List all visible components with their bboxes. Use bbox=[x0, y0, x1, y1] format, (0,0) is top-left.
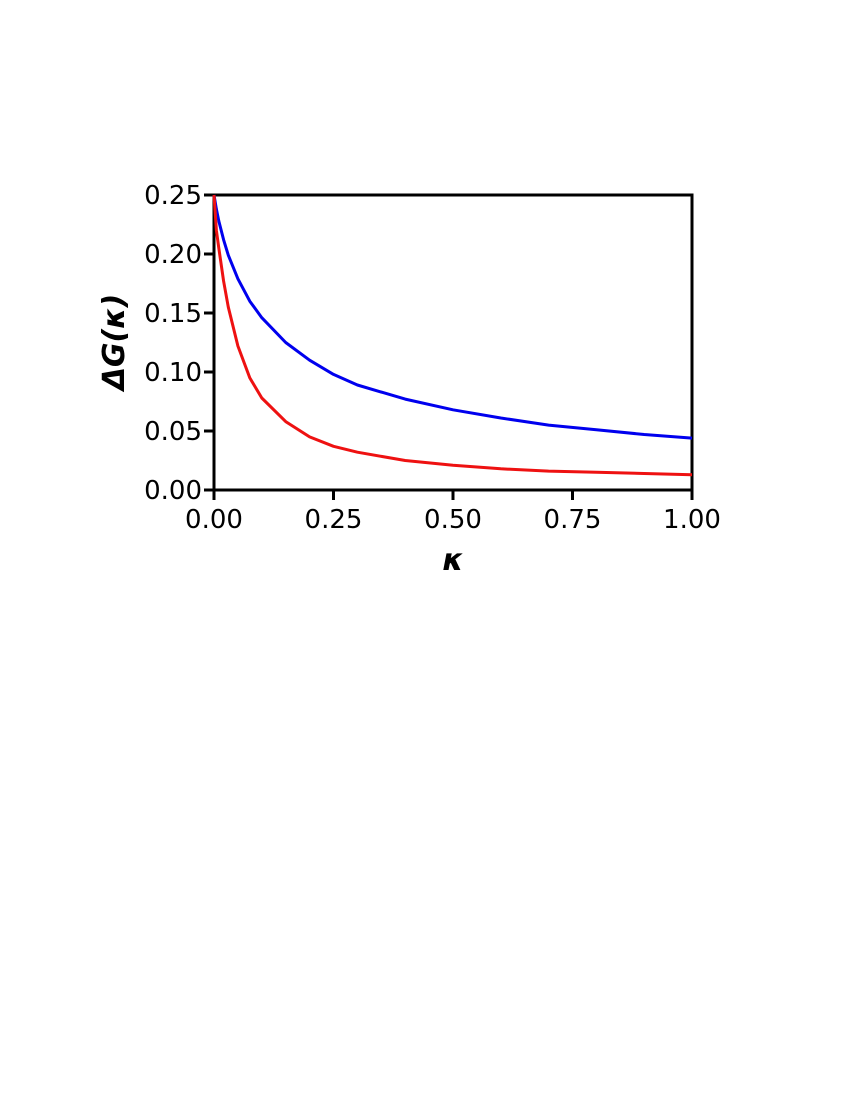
y-axis-label: ΔG(κ) bbox=[97, 294, 132, 393]
x-tick-label: 0.50 bbox=[424, 505, 482, 535]
x-tick-label: 0.25 bbox=[305, 505, 363, 535]
y-tick-label: 0.15 bbox=[144, 299, 202, 329]
x-axis-label: κ bbox=[442, 543, 463, 578]
series-line-1 bbox=[212, 194, 693, 440]
y-tick-label: 0.00 bbox=[144, 476, 202, 506]
series-line-2 bbox=[212, 194, 693, 477]
y-tick-label: 0.20 bbox=[144, 240, 202, 270]
y-tick-label: 0.25 bbox=[144, 181, 202, 211]
series-group bbox=[212, 194, 693, 477]
x-tick-label: 1.00 bbox=[663, 505, 721, 535]
y-axis-ticks: 0.00 0.05 0.10 0.15 0.20 0.25 bbox=[144, 181, 214, 506]
y-tick-label: 0.05 bbox=[144, 417, 202, 447]
x-tick-label: 0.00 bbox=[185, 505, 243, 535]
x-axis-ticks: 0.00 0.25 0.50 0.75 1.00 bbox=[185, 490, 721, 535]
x-tick-label: 0.75 bbox=[544, 505, 602, 535]
y-tick-label: 0.10 bbox=[144, 358, 202, 388]
